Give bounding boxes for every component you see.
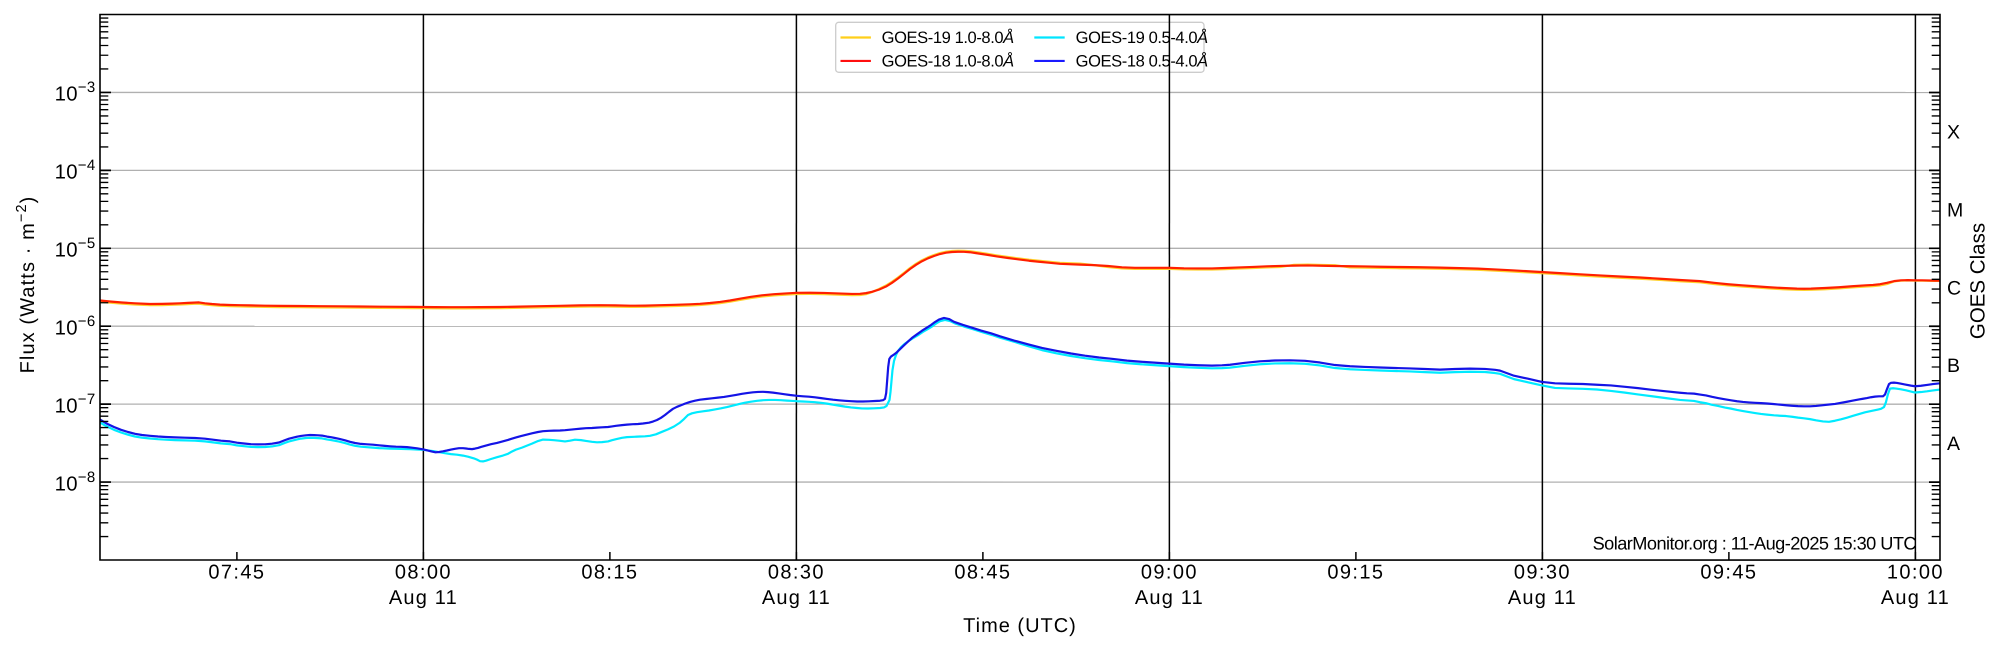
svg-text:GOES Class: GOES Class [1966, 223, 1989, 339]
svg-text:Aug 11: Aug 11 [1135, 587, 1204, 609]
svg-text:GOES-19 0.5-4.0Å: GOES-19 0.5-4.0Å [1076, 28, 1208, 47]
svg-text:07:45: 07:45 [208, 562, 265, 584]
svg-text:Aug 11: Aug 11 [1881, 587, 1950, 609]
svg-text:M: M [1947, 199, 1963, 221]
svg-text:SolarMonitor.org : 11-Aug-2025: SolarMonitor.org : 11-Aug-2025 15:30 UTC [1593, 534, 1917, 554]
svg-text:GOES-19 1.0-8.0Å: GOES-19 1.0-8.0Å [882, 28, 1014, 47]
svg-text:09:45: 09:45 [1700, 562, 1757, 584]
svg-text:GOES-18 0.5-4.0Å: GOES-18 0.5-4.0Å [1076, 52, 1208, 71]
svg-text:Aug 11: Aug 11 [762, 587, 831, 609]
svg-text:Time (UTC): Time (UTC) [963, 615, 1077, 637]
svg-text:08:30: 08:30 [768, 562, 825, 584]
svg-text:GOES-18 1.0-8.0Å: GOES-18 1.0-8.0Å [882, 52, 1014, 71]
svg-text:09:30: 09:30 [1514, 562, 1571, 584]
svg-text:09:00: 09:00 [1141, 562, 1198, 584]
svg-text:Flux (Watts · m−2): Flux (Watts · m−2) [14, 196, 39, 374]
svg-text:10:00: 10:00 [1887, 562, 1944, 584]
svg-text:09:15: 09:15 [1327, 562, 1384, 584]
svg-text:08:45: 08:45 [954, 562, 1011, 584]
svg-text:B: B [1947, 355, 1960, 377]
svg-text:X: X [1947, 121, 1960, 143]
svg-text:08:00: 08:00 [395, 562, 452, 584]
svg-text:C: C [1947, 277, 1961, 299]
svg-text:A: A [1947, 433, 1960, 455]
svg-text:08:15: 08:15 [581, 562, 638, 584]
svg-text:Aug 11: Aug 11 [1508, 587, 1577, 609]
svg-text:Aug 11: Aug 11 [389, 587, 458, 609]
